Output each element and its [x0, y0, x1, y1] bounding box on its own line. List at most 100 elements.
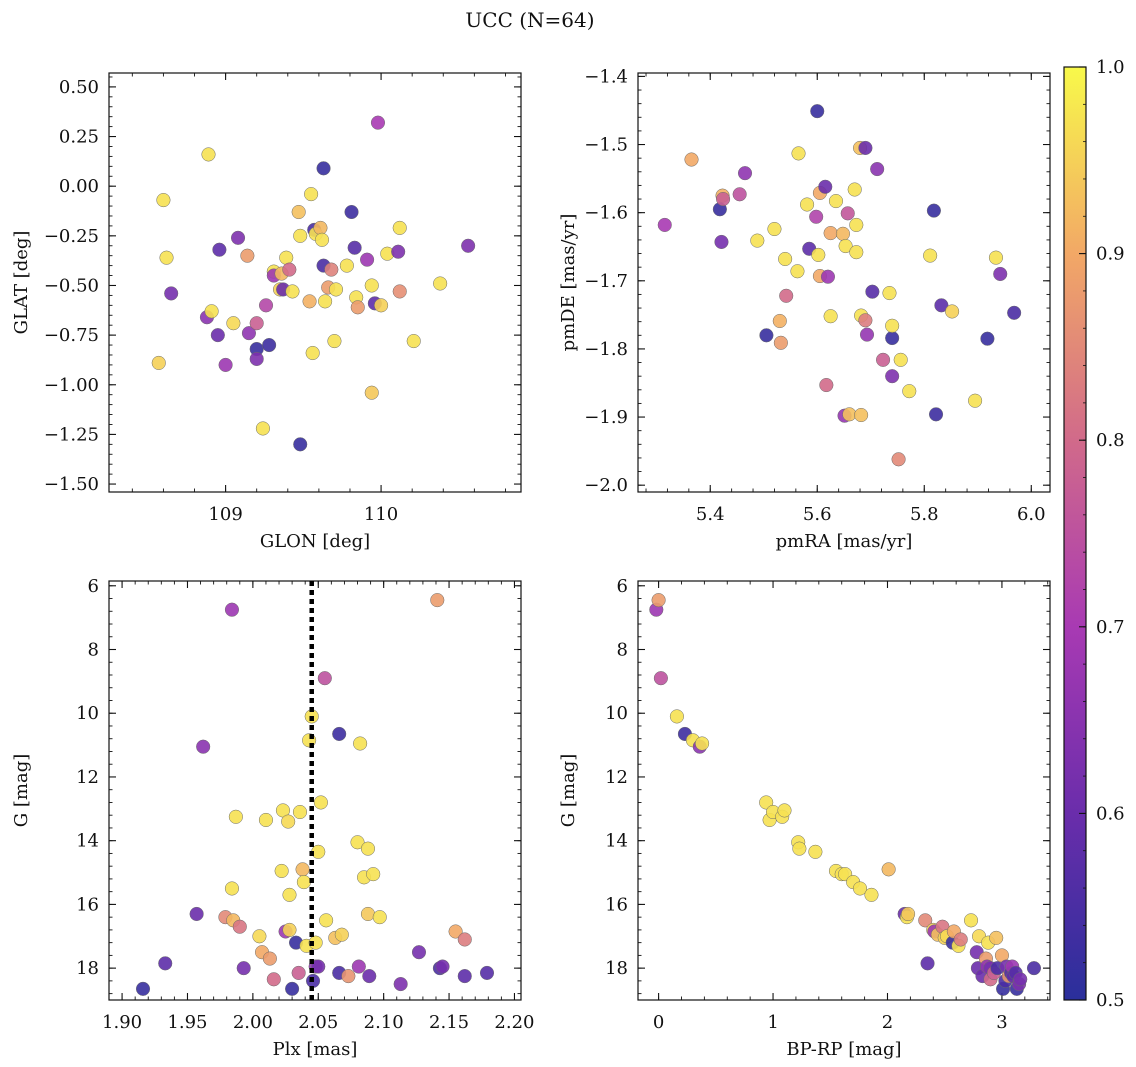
scatter-point [282, 262, 297, 277]
scatter-point [902, 384, 917, 399]
y-tick-label: −1.6 [584, 203, 628, 224]
scatter-point [230, 230, 246, 245]
scatter-point [457, 969, 472, 984]
scatter-point [657, 217, 672, 232]
scatter-point [317, 671, 332, 686]
scatter-point [411, 945, 427, 960]
scatter-point [370, 115, 386, 130]
scatter-point [750, 233, 765, 248]
x-axis-label: pmRA [mas/yr] [776, 531, 913, 552]
scatter-point [282, 887, 297, 902]
scatter-point [876, 352, 891, 367]
scatter-point [364, 278, 379, 293]
axes-frame [108, 580, 522, 1001]
points-layer [649, 593, 1042, 996]
scatter-point [249, 316, 264, 331]
panels-group: 109 1100.500.250.00−0.25−0.50−0.75−1.00−1… [11, 66, 1051, 1060]
scatter-point [313, 220, 328, 235]
scatter-point [918, 913, 933, 928]
scatter-point [847, 182, 862, 197]
scatter-point [945, 304, 960, 319]
x-tick-label: 2 [882, 1012, 893, 1033]
scatter-point [151, 355, 166, 370]
y-tick-label: 8 [88, 640, 99, 661]
scatter-point [989, 930, 1004, 945]
scatter-point [159, 250, 174, 265]
x-tick-label: 2.10 [364, 1012, 404, 1033]
axes-frame [637, 72, 1051, 493]
scatter-point [351, 959, 366, 974]
axes-frame [108, 72, 522, 493]
y-tick-label: −1.00 [44, 375, 99, 396]
colorbar-gradient [1063, 66, 1087, 1001]
figure-title: UCC (N=64) [465, 8, 594, 32]
scatter-point [792, 841, 807, 856]
scatter-point [189, 906, 204, 922]
scatter-point [865, 284, 880, 299]
scatter-point [318, 294, 333, 309]
scatter-point [406, 334, 421, 349]
scatter-point [920, 956, 935, 971]
scatter-point [391, 244, 406, 259]
scatter-point [347, 240, 362, 255]
scatter-point [759, 795, 774, 810]
scatter-point [344, 204, 359, 220]
scatter-point [156, 193, 171, 208]
scatter-point [313, 795, 328, 810]
y-tick-label: −1.7 [584, 271, 628, 292]
scatter-point [885, 318, 900, 333]
scatter-point [293, 228, 308, 243]
scatter-point [988, 250, 1004, 265]
x-axis-label: BP-RP [mag] [786, 1039, 901, 1060]
scatter-point [311, 959, 326, 974]
scatter-point [255, 421, 270, 436]
scatter-point [435, 959, 450, 974]
x-tick-label: 2.15 [429, 1012, 469, 1033]
scatter-point [882, 286, 897, 301]
y-tick-label: 6 [617, 576, 628, 597]
scatter-point [328, 282, 344, 297]
y-tick-label: −0.25 [44, 226, 99, 247]
scatter-point [1007, 305, 1022, 320]
scatter-point [811, 247, 826, 262]
scatter-point [279, 250, 294, 265]
scatter-point [212, 242, 227, 257]
scatter-point [820, 269, 835, 284]
scatter-point [732, 187, 747, 202]
scatter-point [461, 238, 476, 253]
scatter-point [858, 313, 873, 328]
scatter-point [224, 881, 239, 896]
scatter-point [291, 965, 306, 980]
scatter-point [859, 327, 875, 342]
scatter-point [772, 313, 787, 329]
y-tick-label: −1.25 [44, 424, 99, 445]
scatter-point [360, 841, 376, 856]
scatter-point [274, 863, 289, 879]
colorbar-tick-label: 0.8 [1096, 430, 1125, 451]
y-axis-label: GLAT [deg] [11, 231, 32, 335]
scatter-point [210, 328, 225, 343]
scatter-point [773, 335, 788, 350]
scatter-point [362, 969, 377, 984]
scatter-point [350, 300, 365, 315]
scatter-point [808, 844, 823, 859]
x-axis-label: Plx [mas] [273, 1039, 358, 1060]
scatter-point [201, 147, 216, 162]
scatter-point [164, 286, 179, 301]
scatter-point [854, 407, 869, 423]
colorbar-tick-label: 0.7 [1096, 617, 1125, 638]
scatter-point [953, 932, 968, 947]
scatter-point [266, 972, 281, 987]
scatter-point [339, 258, 354, 273]
scatter-point [334, 927, 349, 942]
scatter-point [791, 146, 806, 161]
scatter-point [819, 377, 834, 393]
y-tick-label: −1.5 [584, 135, 628, 156]
scatter-point [224, 602, 239, 617]
scatter-point [928, 407, 944, 422]
y-tick-label: 14 [76, 831, 99, 852]
scatter-point [392, 284, 407, 299]
scatter-point [324, 262, 339, 277]
scatter-point [308, 935, 323, 950]
